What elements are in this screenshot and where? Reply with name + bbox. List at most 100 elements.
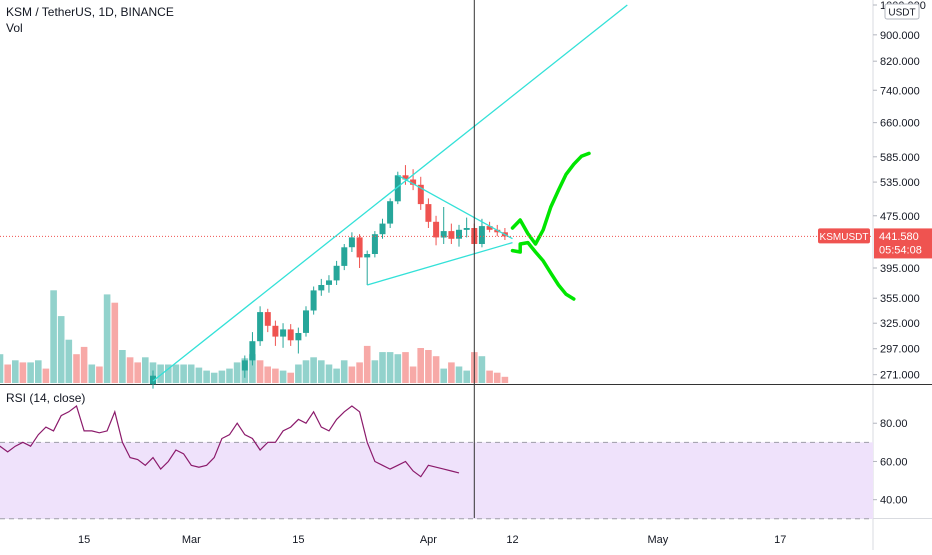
candle-body[interactable]: [486, 226, 493, 230]
volume-bar: [19, 362, 27, 383]
candlesticks[interactable]: [150, 165, 508, 389]
volume-bar: [203, 370, 210, 383]
time-axis[interactable]: 15 Mar 15 Apr 12 May 17: [78, 534, 786, 546]
volume-bar: [501, 376, 509, 383]
volume-bar: [157, 364, 164, 383]
volume-bars: [0, 290, 509, 384]
rsi-band-fill: [0, 442, 873, 519]
candle-body[interactable]: [494, 229, 501, 233]
price-tick-label: 395.000: [880, 263, 920, 275]
symbol-price-tag: [818, 228, 870, 244]
rsi-tick-label: 40.00: [880, 495, 908, 507]
volume-bar: [486, 370, 493, 383]
volume-bar: [126, 357, 134, 384]
candle-body[interactable]: [318, 285, 325, 291]
candle-body[interactable]: [326, 280, 332, 285]
candle-body[interactable]: [150, 375, 156, 385]
volume-bar: [440, 368, 447, 383]
candle-body[interactable]: [425, 204, 432, 222]
volume-bar: [493, 372, 501, 383]
triangle-lower-line[interactable]: [367, 241, 513, 286]
price-tick-label: 355.000: [880, 293, 920, 305]
volume-bar: [386, 352, 394, 383]
candle-body[interactable]: [440, 231, 447, 238]
volume-bar: [295, 364, 302, 383]
candle-body[interactable]: [333, 265, 340, 281]
candle-body[interactable]: [356, 237, 363, 258]
candle-body[interactable]: [341, 247, 348, 266]
volume-bar: [73, 354, 80, 383]
candle-body[interactable]: [387, 201, 394, 224]
volume-bar: [27, 362, 34, 383]
volume-bar: [12, 360, 19, 383]
bearish-path[interactable]: [510, 240, 576, 301]
price-tick-label: 325.000: [880, 318, 920, 330]
time-tick-label: 17: [774, 534, 786, 546]
candle-body[interactable]: [295, 333, 302, 341]
candle-body[interactable]: [272, 325, 279, 337]
candle-body[interactable]: [364, 254, 371, 258]
price-tick-label: 271.000: [880, 370, 920, 382]
candle-body[interactable]: [241, 360, 248, 371]
candle-body[interactable]: [303, 310, 309, 333]
volume-bar: [463, 370, 470, 383]
last-price-tag: [874, 228, 932, 259]
volume-bar: [302, 360, 310, 383]
rising-trendline[interactable]: [152, 4, 628, 382]
volume-bar: [57, 316, 65, 384]
time-tick-label: May: [648, 534, 669, 546]
candle-body[interactable]: [402, 175, 409, 180]
volume-bar: [356, 362, 363, 383]
currency-badge: USDT: [888, 8, 915, 19]
candle-body[interactable]: [463, 228, 470, 230]
candle-body[interactable]: [448, 231, 455, 239]
candle-body[interactable]: [249, 341, 256, 361]
volume-bar: [409, 366, 417, 383]
candle-body[interactable]: [394, 175, 401, 202]
volume-bar: [325, 364, 333, 383]
triangle-upper-line[interactable]: [397, 174, 513, 240]
currency-badge-box[interactable]: [884, 3, 920, 20]
price-tick-label: 297.000: [880, 344, 920, 356]
candle-body[interactable]: [257, 312, 264, 342]
volume-bar: [226, 368, 233, 383]
candle-body[interactable]: [478, 226, 485, 244]
time-tick-label: Apr: [420, 534, 437, 546]
bullish-path[interactable]: [510, 151, 591, 246]
candle-body[interactable]: [410, 179, 417, 185]
candle-body[interactable]: [348, 237, 355, 248]
candle-body[interactable]: [456, 229, 462, 239]
symbol-price-tag-text: KSMUSDT: [820, 232, 869, 243]
candle-body[interactable]: [379, 223, 386, 235]
candle-body[interactable]: [280, 329, 287, 337]
volume-label: Vol: [6, 21, 23, 35]
volume-bar: [88, 364, 96, 383]
candle-body[interactable]: [287, 329, 294, 341]
volume-bar: [287, 372, 294, 383]
volume-bar: [279, 370, 287, 383]
volume-bar: [210, 372, 218, 383]
volume-bar: [111, 302, 119, 383]
candle-body[interactable]: [371, 234, 378, 254]
drawings[interactable]: [152, 4, 628, 382]
symbol-title: KSM / TetherUS, 1D, BINANCE: [6, 5, 174, 19]
volume-bar: [96, 366, 103, 383]
rsi-axis[interactable]: 80.00 60.00 40.00: [873, 418, 908, 507]
last-price-value: 441.580: [879, 231, 919, 243]
candle-body[interactable]: [417, 184, 424, 205]
volume-bar: [187, 364, 195, 383]
time-tick-label: Mar: [182, 534, 201, 546]
volume-bar: [417, 348, 424, 383]
price-tick-label: 820.000: [880, 56, 920, 68]
candle-body[interactable]: [310, 290, 317, 311]
rsi-label: RSI (14, close): [6, 391, 85, 405]
price-tick-label: 660.000: [880, 118, 920, 130]
candle-body[interactable]: [433, 221, 440, 238]
volume-bar: [134, 362, 141, 383]
volume-bar: [65, 339, 73, 383]
volume-bar: [402, 352, 409, 383]
price-axis[interactable]: 1000.000900.000820.000740.000660.000585.…: [873, 0, 926, 382]
volume-bar: [394, 354, 402, 383]
candle-body[interactable]: [264, 312, 271, 326]
